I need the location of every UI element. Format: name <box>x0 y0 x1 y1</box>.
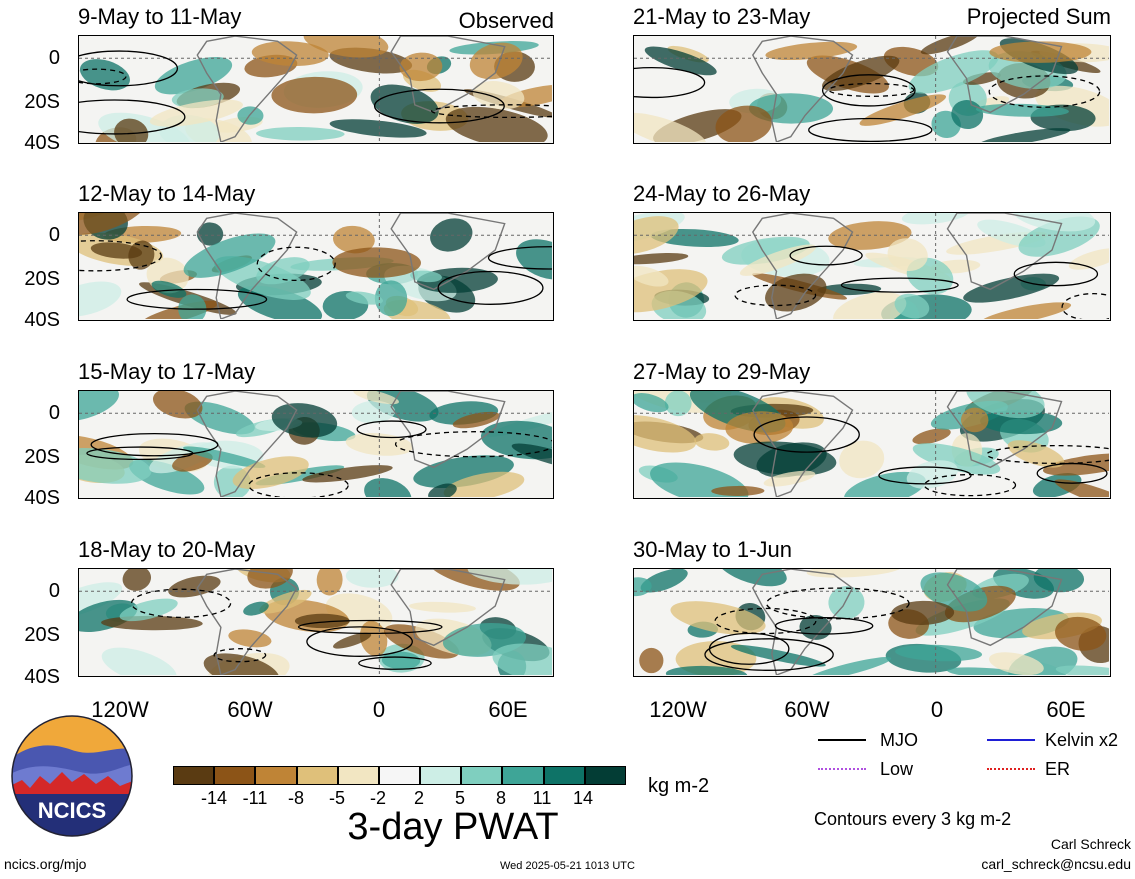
x-tick-label: 0 <box>930 697 944 722</box>
legend-label: MJO <box>880 730 918 750</box>
y-tick-label: 40S <box>24 309 60 331</box>
panel-title: 24-May to 26-May <box>633 181 811 206</box>
colorbar-tick-label: 5 <box>454 788 465 808</box>
colorbar-tick-label: -11 <box>242 788 268 808</box>
map-panel <box>633 35 1111 144</box>
colorbar-units: kg m-2 <box>648 775 710 797</box>
y-tick-label: 20S <box>24 91 60 113</box>
y-tick-label: 20S <box>24 268 60 290</box>
projected-label: Projected Sum <box>966 4 1111 29</box>
map-panel <box>78 390 554 499</box>
colorbar-swatch <box>502 766 544 785</box>
x-tick-label: 120W <box>649 697 707 722</box>
pwat-anomaly-map <box>634 569 1109 675</box>
x-tick-label: 60W <box>784 697 830 722</box>
x-tick-label: 60E <box>488 697 528 722</box>
low-line-icon <box>818 768 866 770</box>
colorbar-tick-label: -5 <box>328 788 345 808</box>
pwat-anomaly-map <box>634 391 1109 497</box>
y-tick-label: 20S <box>24 624 60 646</box>
legend-label: Kelvin x2 <box>1045 730 1119 750</box>
colorbar-swatch <box>255 766 297 785</box>
colorbar-tick-label: 14 <box>572 788 594 808</box>
logo-text: NCICS <box>38 798 106 823</box>
map-panel <box>633 568 1111 677</box>
colorbar-swatch <box>173 766 215 785</box>
y-tick-label: 40S <box>24 666 60 688</box>
er-line-icon <box>987 768 1035 770</box>
footer-url[interactable]: ncics.org/mjo <box>4 856 87 872</box>
colorbar-tick-label: -2 <box>369 788 386 808</box>
colorbar-swatch <box>296 766 338 785</box>
y-tick-label: 0 <box>48 47 60 69</box>
panel-title: 18-May to 20-May <box>78 537 256 562</box>
map-panel <box>633 390 1111 499</box>
x-tick-label: 0 <box>372 697 386 722</box>
x-tick-label: 60E <box>1046 697 1086 722</box>
panel-title: 12-May to 14-May <box>78 181 256 206</box>
panel-title: 21-May to 23-May <box>633 4 811 29</box>
pwat-anomaly-map <box>79 36 552 142</box>
map-panel <box>78 568 554 677</box>
ncics-logo[interactable]: NCICS <box>10 714 135 839</box>
colorbar-tick-label: 8 <box>495 788 506 808</box>
legend-label: Low <box>880 759 914 779</box>
pwat-anomaly-map <box>79 213 552 319</box>
y-tick-label: 20S <box>24 446 60 468</box>
kelvin-line-icon <box>987 739 1035 741</box>
panel-title: 30-May to 1-Jun <box>633 537 792 562</box>
y-tick-label: 40S <box>24 487 60 509</box>
x-tick-label: 60W <box>227 697 273 722</box>
pwat-anomaly-map <box>79 569 552 675</box>
colorbar-tick-label: -8 <box>287 788 304 808</box>
colorbar-swatch <box>584 766 626 785</box>
pwat-anomaly-map <box>634 213 1109 319</box>
map-panel <box>78 35 554 144</box>
observed-label: Observed <box>458 8 554 33</box>
colorbar-swatch <box>214 766 256 785</box>
y-tick-label: 0 <box>48 224 60 246</box>
logo-icon: NCICS <box>11 715 133 837</box>
colorbar-tick-label: 11 <box>532 788 552 808</box>
pwat-anomaly-map <box>79 391 552 497</box>
map-panel <box>633 212 1111 321</box>
y-tick-label: 0 <box>48 402 60 424</box>
colorbar-labels: -14 -11 -8 -5 -2 2 5 8 11 14 <box>173 788 626 810</box>
colorbar-swatch <box>337 766 379 785</box>
map-panel <box>78 212 554 321</box>
colorbar-tick-label: 2 <box>413 788 424 808</box>
footer-email: carl_schreck@ncsu.edu <box>981 856 1131 872</box>
x-tick-label: 120W <box>91 697 149 722</box>
panel-title: 27-May to 29-May <box>633 359 811 384</box>
mjo-line-icon <box>818 739 866 741</box>
contour-note: Contours every 3 kg m-2 <box>814 809 1012 829</box>
footer-timestamp: Wed 2025-05-21 1013 UTC <box>500 860 635 872</box>
footer-author: Carl Schreck <box>1050 836 1131 852</box>
colorbar <box>173 766 626 785</box>
colorbar-title: 3-day PWAT <box>347 806 559 848</box>
colorbar-swatch <box>543 766 585 785</box>
colorbar-swatch <box>420 766 462 785</box>
colorbar-swatch <box>461 766 503 785</box>
panel-title: 15-May to 17-May <box>78 359 256 384</box>
colorbar-tick-label: -14 <box>200 788 227 808</box>
panel-title: 9-May to 11-May <box>78 4 242 29</box>
pwat-anomaly-map <box>634 36 1109 142</box>
legend-label: ER <box>1045 759 1071 779</box>
colorbar-swatch <box>378 766 421 785</box>
y-tick-label: 40S <box>24 132 60 154</box>
y-tick-label: 0 <box>48 580 60 602</box>
